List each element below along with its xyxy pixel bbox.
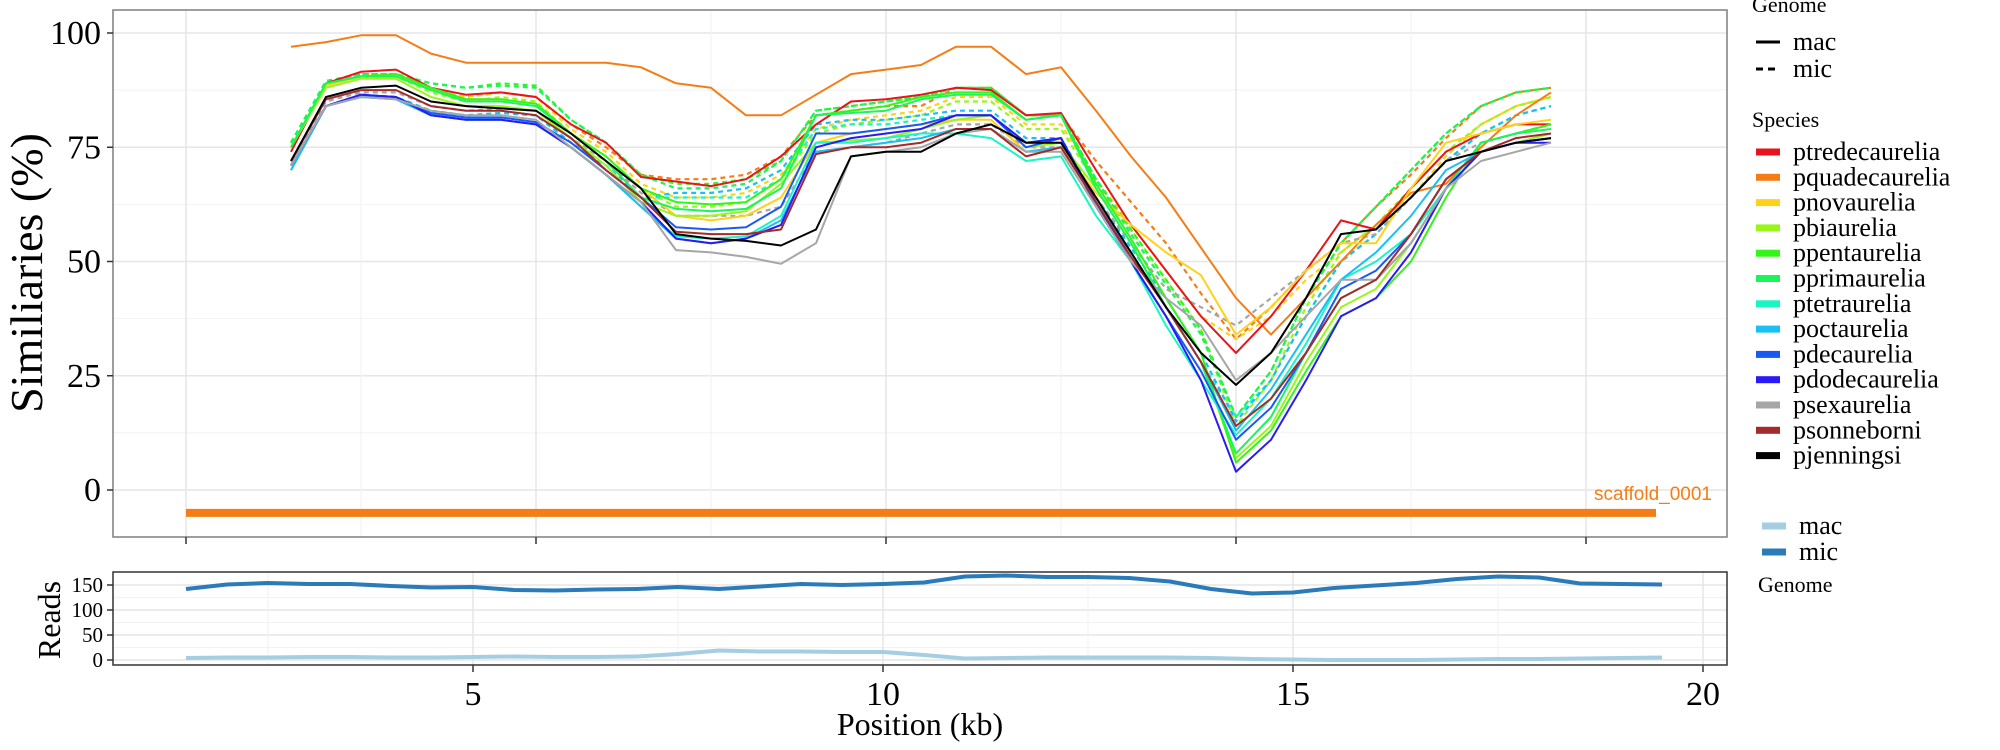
legend-swatch-ptetraurelia	[1756, 300, 1780, 308]
legend-swatch-reads-mac	[1762, 522, 1786, 530]
x-tick-label: 15	[1276, 676, 1310, 713]
legend-label: pbiaurelia	[1793, 213, 1897, 242]
legend-label: pnovaurelia	[1793, 188, 1916, 217]
legend-swatch-ppentaurelia	[1756, 249, 1780, 257]
legend-swatch-pnovaurelia	[1756, 199, 1780, 207]
legend-label: mic	[1793, 54, 1832, 83]
x-tick-label: 5	[465, 676, 482, 713]
legend-swatch-reads-mic	[1762, 548, 1786, 556]
reads-line-mac	[185, 648, 1663, 662]
scaffold-label: scaffold_0001	[1594, 484, 1712, 505]
legend-label: ptredecaurelia	[1793, 137, 1941, 166]
series-line-pdecaurelia-mac	[290, 93, 1552, 441]
x-tick-label: 10	[866, 676, 900, 713]
similarity-x-axis	[185, 537, 1587, 544]
legend-label: pquadecaurelia	[1793, 162, 1951, 191]
series-line-pjenningsi-mac	[290, 84, 1552, 386]
similarity-panel-border	[112, 9, 1728, 538]
series-line-ptredecaurelia-mac	[290, 68, 1551, 354]
reads-y-axis-label: Reads	[31, 581, 67, 659]
reads-line-mic	[185, 573, 1663, 596]
legend-label: mac	[1793, 27, 1836, 56]
legend-swatch-pbiaurelia	[1756, 224, 1780, 232]
legend-swatch-pdecaurelia	[1756, 350, 1780, 358]
legend-swatch-poctaurelia	[1756, 325, 1780, 333]
reads-genome-legend-title: Genome	[1758, 572, 1833, 597]
legend-label: pdecaurelia	[1793, 339, 1913, 368]
legend-label: mac	[1799, 511, 1842, 540]
series-line-psonneborni-mac	[290, 89, 1552, 427]
series-line-pbiaurelia-mic	[290, 75, 1552, 428]
y-tick-label: 100	[72, 598, 104, 622]
legend-swatch-psonneborni	[1756, 426, 1780, 434]
series-line-psexaurelia-mac	[290, 96, 1552, 382]
genome-legend-title: Genome	[1752, 0, 1827, 17]
species-legend-title: Species	[1752, 107, 1819, 132]
legend-swatch-pquadecaurelia	[1756, 173, 1780, 181]
legend-label: psonneborni	[1793, 415, 1922, 444]
x-tick-label: 20	[1686, 676, 1720, 713]
reads-panel-border	[112, 571, 1728, 666]
legend-label: poctaurelia	[1793, 314, 1909, 343]
y-tick-label: 75	[67, 129, 101, 166]
legend-label: pprimaurelia	[1793, 264, 1926, 293]
series-line-pdodecaurelia-mac	[290, 93, 1551, 473]
legend-label: pdodecaurelia	[1793, 365, 1939, 394]
reads-series-lines	[185, 573, 1663, 662]
legend-swatch-pprimaurelia	[1756, 275, 1780, 282]
y-tick-label: 25	[67, 358, 101, 395]
y-tick-label: 0	[93, 648, 104, 672]
legend-label: mic	[1799, 537, 1838, 566]
similarity-y-axis: 0 25 50 75 100	[50, 15, 113, 509]
legend-label: ptetraurelia	[1793, 289, 1912, 318]
x-axis-label: Position (kb)	[837, 706, 1003, 742]
similarity-y-axis-label: Similiaries (%)	[1, 133, 52, 413]
similarity-gridlines	[113, 10, 1727, 537]
similarity-series-lines	[290, 34, 1552, 473]
legend-label: ppentaurelia	[1793, 238, 1922, 267]
series-line-pquadecaurelia-mac	[290, 34, 1552, 336]
y-tick-label: 50	[82, 623, 103, 647]
y-tick-label: 100	[50, 15, 101, 52]
y-tick-label: 150	[72, 573, 104, 597]
legend-label: psexaurelia	[1793, 390, 1912, 419]
y-tick-label: 0	[84, 472, 101, 509]
legend-label: pjenningsi	[1793, 441, 1901, 470]
legend-swatch-psexaurelia	[1756, 401, 1780, 409]
y-tick-label: 50	[67, 244, 101, 281]
legend-swatch-pdodecaurelia	[1756, 376, 1780, 384]
legend-swatch-ptredecaurelia	[1756, 148, 1780, 156]
similarity-panel: 0 25 50 75 100 Similiaries (%) scaffold_0001	[1, 9, 1728, 544]
legend-swatch-pjenningsi	[1756, 452, 1780, 460]
reads-x-axis: 5 10 15 20	[465, 665, 1720, 713]
